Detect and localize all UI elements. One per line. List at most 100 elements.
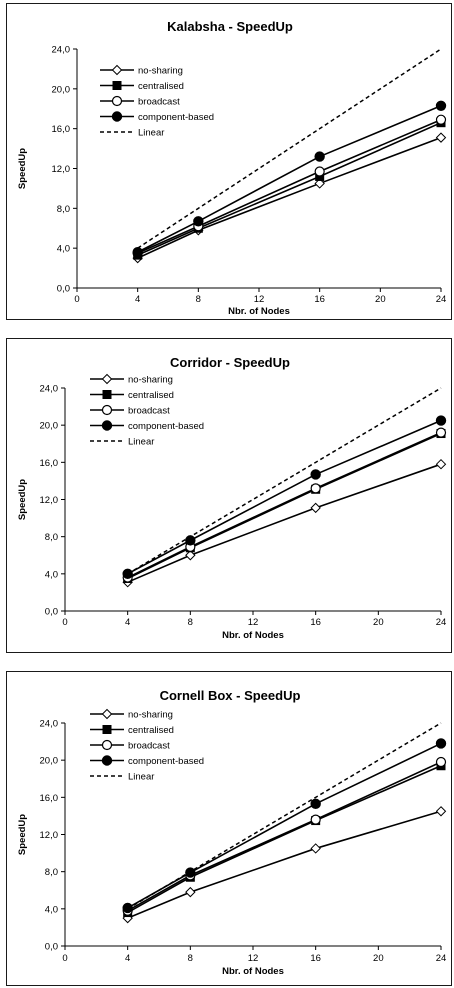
legend: no-sharing centralised broadcast component-…: [90, 373, 204, 448]
data-point-broadcast: [435, 756, 447, 768]
x-tick-label: 16: [310, 617, 321, 628]
x-tick-label: 24: [436, 953, 447, 964]
data-point-component-based: [185, 867, 196, 878]
series-line-linear: [137, 48, 442, 249]
data-point-component-based: [435, 415, 447, 426]
legend: no-sharing centralised broadcast component-…: [90, 708, 204, 783]
x-tick-label: 8: [188, 617, 193, 628]
legend-label: Linear: [128, 772, 154, 783]
legend-marker-broadcast: [101, 739, 113, 751]
x-tick-label: 0: [62, 953, 67, 964]
series-no-sharing: [132, 132, 447, 264]
data-point-broadcast: [435, 427, 447, 438]
series-line-centralised: [127, 765, 442, 914]
y-tick-label: 16,0: [52, 124, 71, 135]
x-axis-label: Nbr. of Nodes: [222, 630, 284, 641]
data-point-broadcast: [310, 483, 321, 494]
series-line-linear: [127, 722, 442, 910]
data-point-no-sharing: [435, 458, 447, 470]
legend-label: broadcast: [128, 741, 170, 752]
data-point-no-sharing: [310, 843, 321, 854]
data-point-no-sharing: [185, 886, 196, 898]
y-axis-label: SpeedUp: [17, 814, 28, 855]
legend-label: broadcast: [128, 406, 170, 417]
data-point-component-based: [435, 100, 447, 111]
data-point-component-based: [435, 738, 447, 749]
x-tick-label: 0: [74, 294, 79, 305]
data-point-component-based: [310, 469, 321, 480]
series-line-centralised: [137, 121, 442, 256]
y-tick-label: 20,0: [52, 84, 71, 95]
legend-label: centralised: [128, 725, 174, 736]
legend-label: broadcast: [138, 97, 180, 108]
y-tick-label: 16,0: [40, 793, 59, 804]
series-linear: [137, 48, 442, 249]
x-tick-label: 16: [314, 294, 325, 305]
x-tick-label: 16: [310, 953, 321, 964]
series-no-sharing: [122, 458, 447, 588]
chart-panel-cornell-box: Cornell Box - SpeedUp 0,0 4,0 8,0 12,0 16,0 20…: [6, 671, 452, 986]
chart-title: Corridor - SpeedUp: [170, 355, 290, 370]
legend-marker-component-based: [111, 111, 123, 122]
series-linear: [127, 722, 442, 910]
y-tick-label: 20,0: [40, 756, 59, 767]
chart-0: Kalabsha - SpeedUp 0,0 4,0 8,0 12,0 16,0 20,0 2…: [17, 19, 447, 317]
data-point-component-based: [310, 798, 321, 810]
legend-label: no-sharing: [138, 66, 183, 77]
legend-label: centralised: [128, 390, 174, 401]
legend-marker-centralised: [112, 81, 122, 90]
data-point-broadcast: [314, 166, 325, 177]
y-tick-label: 20,0: [40, 421, 59, 432]
y-tick-label: 8,0: [45, 867, 58, 878]
series-line-linear: [127, 387, 442, 575]
x-tick-label: 4: [135, 294, 140, 305]
legend-marker-broadcast: [111, 95, 123, 107]
y-axis-label: SpeedUp: [17, 148, 28, 189]
series-line-no-sharing: [127, 463, 442, 583]
data-point-no-sharing: [435, 132, 447, 143]
chart-2: Cornell Box - SpeedUp 0,0 4,0 8,0 12,0 16,0 20…: [17, 688, 447, 977]
x-tick-label: 20: [373, 953, 384, 964]
data-point-broadcast: [310, 814, 321, 825]
y-tick-label: 12,0: [52, 164, 71, 175]
series-line-broadcast: [127, 431, 442, 579]
chart-title: Cornell Box - SpeedUp: [160, 688, 301, 703]
data-point-no-sharing: [435, 806, 447, 817]
series-line-component-based: [137, 105, 442, 253]
series-centralised: [123, 761, 446, 918]
x-tick-label: 24: [436, 617, 447, 628]
series-line-broadcast: [127, 761, 442, 912]
series-no-sharing: [122, 806, 447, 924]
chart-panel-corridor: Corridor - SpeedUp 0,0 4,0 8,0 12,0 16,0 20,0 2…: [6, 338, 452, 653]
x-tick-label: 12: [248, 953, 259, 964]
y-tick-label: 16,0: [40, 458, 59, 469]
series-broadcast: [122, 427, 447, 583]
chart-panel-kalabsha: Kalabsha - SpeedUp 0,0 4,0 8,0 12,0 16,0 20,0 2…: [6, 3, 452, 320]
legend-marker-component-based: [101, 755, 113, 766]
legend-marker-component-based: [101, 420, 113, 431]
legend-label: component-based: [128, 756, 204, 767]
y-tick-label: 24,0: [40, 384, 59, 395]
data-point-component-based: [193, 216, 204, 227]
legend-marker-centralised: [102, 725, 112, 734]
chart-1: Corridor - SpeedUp 0,0 4,0 8,0 12,0 16,0 20,0 2…: [17, 355, 447, 641]
chart-title: Kalabsha - SpeedUp: [167, 19, 293, 34]
y-axis-label: SpeedUp: [17, 479, 28, 520]
legend-label: no-sharing: [128, 375, 173, 386]
y-tick-label: 8,0: [57, 204, 70, 215]
x-tick-label: 8: [188, 953, 193, 964]
legend-marker-broadcast: [101, 404, 113, 416]
x-tick-label: 20: [373, 617, 384, 628]
series-linear: [127, 387, 442, 575]
data-point-no-sharing: [185, 550, 196, 561]
data-point-broadcast: [435, 114, 447, 125]
series-line-no-sharing: [127, 810, 442, 919]
x-tick-label: 0: [62, 617, 67, 628]
x-tick-label: 8: [196, 294, 201, 305]
legend-label: Linear: [138, 128, 164, 139]
x-tick-label: 12: [254, 294, 265, 305]
y-tick-label: 4,0: [45, 904, 58, 915]
series-line-centralised: [127, 432, 442, 580]
y-tick-label: 24,0: [52, 45, 71, 56]
y-tick-label: 8,0: [45, 532, 58, 543]
